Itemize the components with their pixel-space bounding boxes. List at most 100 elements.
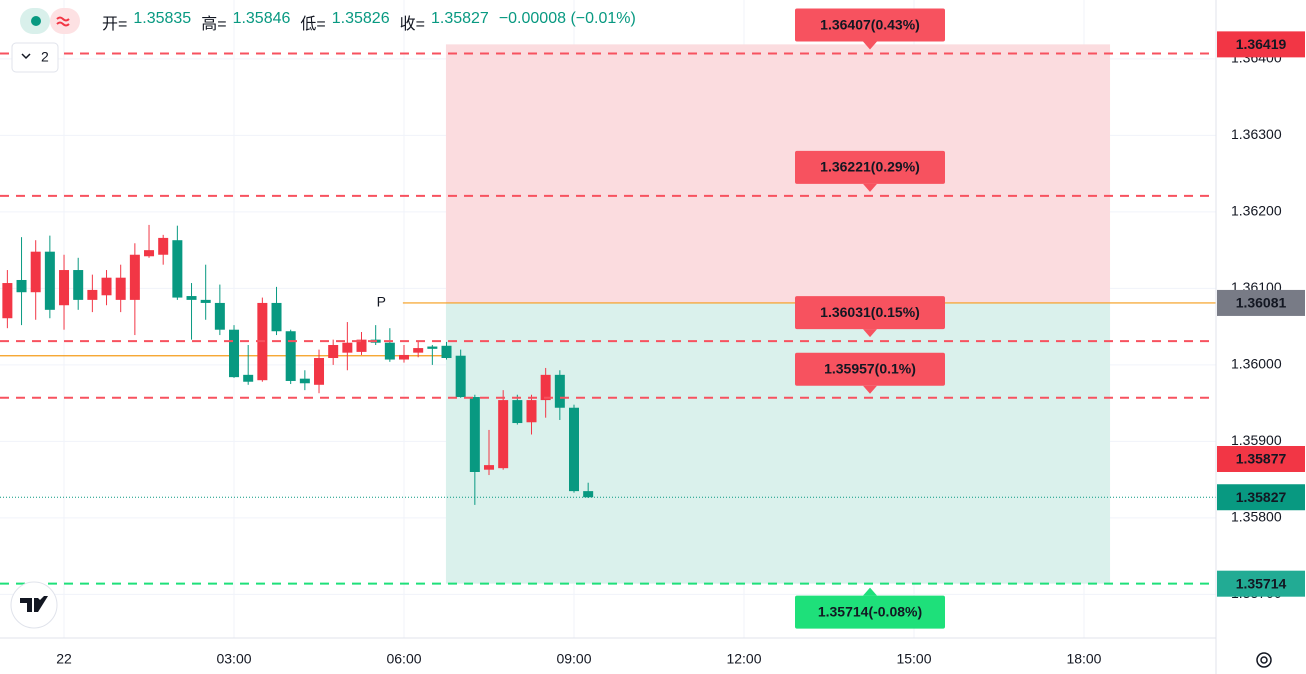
candle-body [569, 407, 580, 492]
candle-body [356, 339, 367, 352]
candle-body [413, 348, 424, 353]
x-tick-label: 06:00 [386, 651, 421, 667]
candle-body [299, 378, 310, 384]
candle-body [427, 346, 438, 349]
level-label: 1.36221(0.29%) [820, 159, 920, 175]
level-label: 1.35957(0.1%) [824, 360, 916, 376]
price-label-box [1217, 484, 1305, 511]
legend-value: 1.35846 [232, 10, 291, 27]
level-label-box [795, 352, 945, 386]
candle-body [243, 374, 254, 382]
candle-body [583, 491, 594, 498]
x-tick-label: 03:00 [216, 651, 251, 667]
y-tick-label: 1.35800 [1231, 509, 1282, 525]
status-dot [31, 16, 41, 26]
y-tick-label: 1.36300 [1231, 126, 1282, 142]
candle-body [328, 345, 339, 359]
candle-body [115, 277, 126, 300]
candle-body [158, 237, 169, 255]
candle-body [101, 277, 112, 296]
level-pointer [863, 587, 877, 596]
legend-label: 高= [201, 16, 227, 33]
candle-body [512, 400, 523, 424]
level-label-box [795, 296, 945, 330]
candle-body [498, 400, 509, 469]
wave-icon [56, 16, 70, 27]
level-label: 1.36407(0.43%) [820, 16, 920, 32]
candle-body [469, 397, 480, 472]
candle-body [399, 354, 410, 360]
price-label-box [1217, 570, 1305, 597]
price-label: 1.36081 [1236, 295, 1287, 311]
logo-mark [20, 596, 48, 612]
candle-body [186, 296, 197, 300]
collapse-button[interactable] [11, 42, 59, 73]
x-tick-label: 09:00 [556, 651, 591, 667]
legend-label: 开= [102, 16, 128, 33]
price-label: 1.35827 [1236, 489, 1287, 505]
legend-label: 低= [300, 16, 326, 33]
chevron [21, 53, 31, 60]
y-tick-label: 1.36200 [1231, 203, 1282, 219]
level-pointer [863, 329, 877, 338]
ohlc-legend: 开= 1.35835 高= 1.35846 低= 1.35826 收= 1.35827 −0.0… [102, 10, 640, 34]
level-label-box [795, 595, 945, 629]
candle-body [16, 279, 27, 293]
legend-change: −0.00008 (−0.01%) [498, 10, 636, 27]
marker-label: P [377, 294, 386, 310]
settings-icon[interactable] [1256, 652, 1272, 668]
gear-hub [1260, 656, 1268, 664]
candle-body [314, 358, 325, 385]
candle-body [172, 240, 183, 298]
x-tick-label: 18:00 [1066, 651, 1101, 667]
x-tick-label: 22 [56, 651, 72, 667]
candle-body [30, 251, 41, 293]
price-label-box [1217, 289, 1305, 316]
price-label: 1.35877 [1236, 451, 1287, 467]
candle-body [285, 331, 296, 381]
legend-label: 收= [399, 16, 425, 33]
level-label: 1.35714(-0.08%) [818, 603, 922, 619]
level-pointer [863, 385, 877, 394]
candle-body [2, 283, 13, 319]
candle-body [44, 251, 55, 310]
candle-body [441, 345, 452, 359]
candle-body [87, 289, 98, 300]
candle-body [73, 270, 84, 300]
gear [1256, 652, 1272, 668]
candle-body [554, 374, 565, 408]
y-tick-label: 1.36000 [1231, 356, 1282, 372]
candle-body [526, 400, 537, 423]
candle-body [129, 254, 140, 300]
pane-count: 2 [41, 49, 49, 65]
candle-body [540, 374, 551, 401]
level-pointer [863, 183, 877, 192]
price-label: 1.36419 [1236, 36, 1287, 52]
x-tick-label: 12:00 [726, 651, 761, 667]
level-label-box [795, 8, 945, 42]
candle-body [144, 250, 155, 257]
candle-body [271, 302, 282, 332]
candle-body [484, 465, 495, 470]
price-label-box [1217, 31, 1305, 58]
candle-body [384, 342, 395, 360]
stop-zone [445, 44, 1111, 303]
price-label: 1.35714 [1236, 575, 1287, 591]
candle-body [455, 355, 466, 398]
legend-value: 1.35827 [430, 10, 489, 27]
x-tick-label: 15:00 [896, 651, 931, 667]
target-zone [445, 302, 1111, 584]
candle-body [229, 329, 240, 378]
price-label-box [1217, 445, 1305, 472]
legend-value: 1.35826 [331, 10, 390, 27]
level-label-box [795, 150, 945, 184]
y-tick-label: 1.35900 [1231, 432, 1282, 448]
candle-body [214, 302, 225, 330]
candle-body [59, 270, 70, 306]
level-pointer [863, 41, 877, 50]
legend-value: 1.35835 [133, 10, 192, 27]
candle-body [200, 299, 211, 303]
level-label: 1.36031(0.15%) [820, 304, 920, 320]
